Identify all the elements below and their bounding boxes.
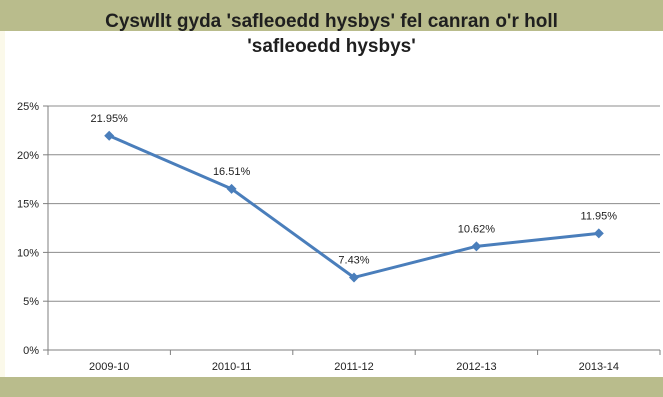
data-point-marker <box>471 241 482 252</box>
data-label: 11.95% <box>581 210 618 222</box>
data-label: 7.43% <box>338 254 369 266</box>
chart-title-line-1: Cyswllt gyda 'safleoedd hysbys' fel canr… <box>105 11 558 32</box>
chart-title: Cyswllt gyda 'safleoedd hysbys' fel canr… <box>0 9 663 59</box>
data-point-marker <box>104 130 115 141</box>
bottom-band <box>0 377 663 397</box>
top-band <box>0 0 663 31</box>
data-label: 10.62% <box>458 223 496 235</box>
data-point-marker <box>593 228 604 239</box>
chart-title-line-2: 'safleoedd hysbys' <box>247 36 416 57</box>
x-tick-label: 2011-12 <box>334 361 374 373</box>
y-tick-label: 5% <box>23 296 39 308</box>
y-tick-label: 25% <box>17 101 39 113</box>
x-tick-label: 2012-13 <box>456 361 496 373</box>
data-point-marker <box>349 272 359 283</box>
x-tick-label: 2013-14 <box>579 361 619 373</box>
y-tick-label: 10% <box>17 247 39 259</box>
x-tick-label: 2010-11 <box>212 361 252 373</box>
data-label: 16.51% <box>213 166 251 178</box>
data-label: 21.95% <box>91 113 129 125</box>
y-tick-label: 15% <box>17 199 39 211</box>
y-tick-label: 0% <box>23 345 39 357</box>
data-point-marker <box>226 183 237 194</box>
y-tick-label: 20% <box>17 150 39 162</box>
x-tick-label: 2009-10 <box>89 361 129 373</box>
